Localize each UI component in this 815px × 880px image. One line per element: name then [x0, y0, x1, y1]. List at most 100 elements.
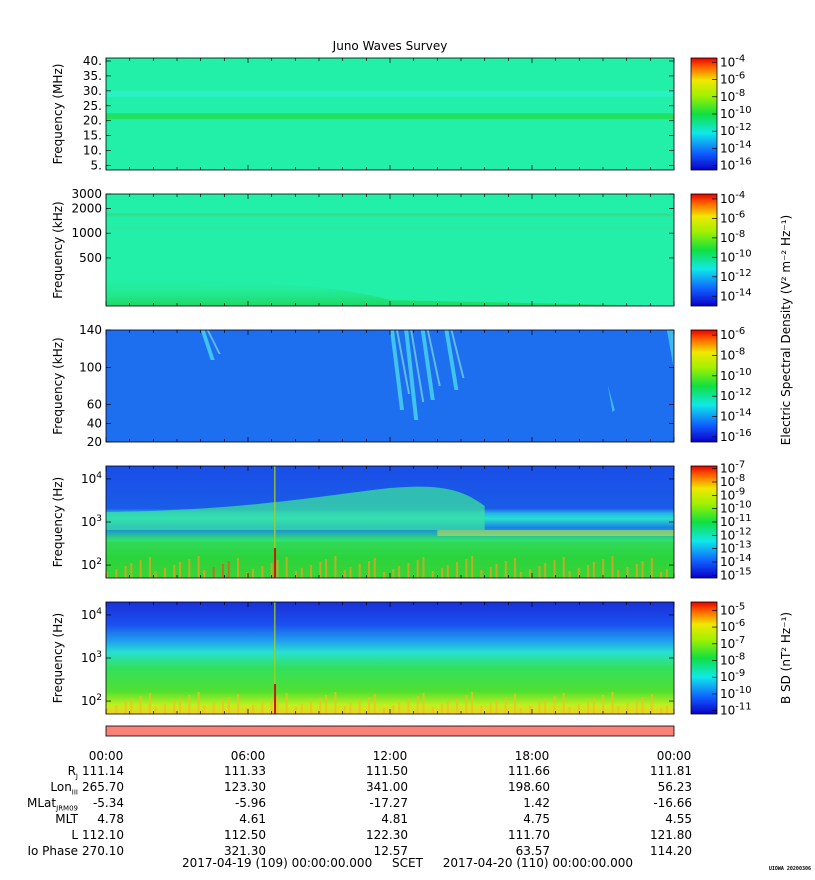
intensity-spike — [197, 692, 200, 714]
intensity-spike — [465, 559, 468, 578]
intensity-spike — [544, 563, 547, 578]
radio-burst-streak — [426, 330, 441, 386]
panel4-spectrogram — [106, 466, 674, 578]
intensity-spike — [274, 466, 276, 578]
intensity-spike — [471, 692, 474, 714]
intensity-spike — [495, 564, 498, 578]
colorbar-tick-label: 10-8 — [720, 88, 745, 104]
radio-burst-streak — [607, 385, 615, 412]
intensity-spike — [514, 694, 517, 714]
y-tick-label: 25. — [83, 99, 102, 113]
colorbar-tick-label: 10-12 — [720, 122, 752, 138]
low-frequency-emission — [106, 276, 674, 306]
panel3-colorbar: 10-6 10-8 10-10 10-12 10-14 10-16 — [690, 326, 752, 444]
intensity-spike — [471, 556, 474, 578]
intensity-spike — [246, 572, 249, 578]
intensity-spike — [373, 558, 376, 578]
intensity-spike — [592, 698, 595, 714]
intensity-spike — [480, 706, 483, 714]
colorbar-tick-label: 10-10 — [720, 685, 752, 701]
emission-band — [106, 226, 674, 230]
intensity-spike — [237, 558, 240, 578]
intensity-spike — [203, 570, 206, 578]
panel1-spectrogram — [106, 58, 674, 170]
y-axis-label: Frequency (Hz) — [51, 477, 65, 568]
colorbar-tick-label: 10-16 — [720, 428, 752, 444]
intensity-spike — [441, 568, 444, 578]
radio-burst-streak — [420, 330, 435, 400]
intensity-spike — [325, 695, 328, 714]
intensity-spike — [261, 702, 264, 714]
ephemeris-value: 198.60 — [508, 780, 550, 794]
ephemeris-label: LonIII — [50, 780, 78, 797]
radio-burst-streak — [450, 330, 465, 378]
intensity-spike — [504, 697, 507, 714]
intensity-spike — [349, 567, 352, 578]
spectrogram-bg — [106, 330, 674, 442]
intensity-spike — [514, 558, 517, 578]
y-axis-label: Frequency (kHz) — [51, 201, 65, 298]
intensity-spike — [130, 563, 133, 578]
intensity-spike — [611, 692, 614, 714]
ephemeris-value: -5.34 — [92, 796, 124, 810]
ephemeris-value: 122.30 — [366, 828, 408, 842]
ephemeris-value: 4.75 — [523, 812, 550, 826]
intensity-spike — [650, 558, 653, 578]
intensity-spike — [270, 563, 273, 578]
ephemeris-value: 111.14 — [82, 764, 124, 778]
intensity-spike — [227, 697, 230, 714]
intensity-spike — [446, 565, 449, 578]
status-bar — [105, 725, 675, 737]
intensity-spike — [519, 708, 522, 714]
intensity-spike — [373, 694, 376, 714]
intensity-spike — [650, 694, 653, 714]
intensity-spike — [106, 708, 108, 714]
y-tick-label: 1000 — [71, 226, 102, 240]
y-axis-label: Frequency (Hz) — [51, 613, 65, 704]
x-tick-label: 12:00 — [373, 749, 408, 763]
y-tick-label: 60 — [87, 398, 102, 412]
intensity-spike — [383, 708, 386, 714]
intensity-spike — [641, 561, 644, 578]
emission-band — [437, 530, 674, 536]
intensity-spike — [660, 572, 663, 578]
spectrogram-bg — [106, 602, 674, 714]
ephemeris-value: 4.81 — [381, 812, 408, 826]
intensity-spike — [343, 706, 346, 714]
y-tick-label: 2000 — [71, 201, 102, 215]
y-axis-label: Frequency (MHz) — [51, 64, 65, 165]
intensity-spike — [358, 700, 361, 714]
intensity-spike — [319, 698, 322, 714]
radio-burst-streak — [444, 330, 459, 390]
intensity-spike — [553, 696, 556, 714]
intensity-spike — [179, 698, 182, 714]
figure-title: Juno Waves Survey — [332, 39, 448, 53]
intensity-spike — [611, 556, 614, 578]
y-tick-label: 3000 — [71, 187, 102, 201]
radio-burst-streak — [200, 330, 215, 360]
intensity-spike — [148, 557, 151, 578]
intensity-spike — [577, 568, 580, 578]
emission-band — [106, 113, 674, 120]
intensity-spike — [252, 705, 255, 714]
colorbar-tick-label: 10-4 — [720, 53, 745, 69]
y-tick-label: 10. — [83, 144, 102, 158]
colorbar-tick-label: 10-12 — [720, 387, 752, 403]
intensity-spike — [665, 705, 668, 714]
intensity-spike — [179, 562, 182, 578]
ephemeris-label: MLatJRM09 — [27, 796, 78, 813]
intensity-spike — [154, 571, 157, 578]
intensity-spike — [261, 566, 264, 578]
x-tick-label: 18:00 — [515, 749, 550, 763]
ephemeris-value: 341.00 — [366, 780, 408, 794]
intensity-spike — [252, 569, 255, 578]
ephemeris-value: 111.81 — [650, 764, 692, 778]
ephemeris-value: 123.30 — [224, 780, 266, 794]
intensity-spike — [495, 700, 498, 714]
radio-burst-streak — [390, 330, 404, 410]
colorbar-tick-label: 10-14 — [720, 139, 752, 155]
ephemeris-value: -16.66 — [653, 796, 692, 810]
colorbar-tick-label: 10-6 — [720, 618, 745, 634]
